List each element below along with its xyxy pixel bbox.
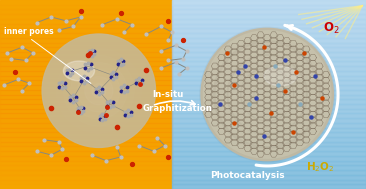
Bar: [172, 184, 366, 189]
Bar: [0, 180, 172, 184]
Bar: [172, 61, 366, 66]
Bar: [0, 43, 172, 47]
Bar: [172, 161, 366, 165]
Bar: [0, 165, 172, 170]
Text: Photocatalysis: Photocatalysis: [210, 171, 285, 180]
Bar: [172, 19, 366, 24]
Bar: [172, 66, 366, 71]
Bar: [0, 71, 172, 76]
Bar: [0, 19, 172, 24]
Bar: [0, 9, 172, 14]
Text: inner pores: inner pores: [4, 27, 54, 36]
Bar: [0, 57, 172, 61]
Bar: [0, 113, 172, 118]
Bar: [0, 99, 172, 104]
Ellipse shape: [63, 61, 94, 81]
Bar: [0, 94, 172, 99]
Ellipse shape: [264, 66, 297, 86]
Bar: [172, 99, 366, 104]
Bar: [0, 170, 172, 175]
Bar: [172, 94, 366, 99]
Bar: [0, 24, 172, 28]
Bar: [0, 175, 172, 180]
Text: In-situ: In-situ: [152, 90, 183, 99]
Bar: [172, 90, 366, 94]
Bar: [0, 47, 172, 52]
Bar: [172, 180, 366, 184]
Bar: [0, 90, 172, 94]
Bar: [0, 33, 172, 38]
Bar: [172, 113, 366, 118]
Bar: [0, 80, 172, 85]
Bar: [172, 104, 366, 109]
Bar: [0, 123, 172, 128]
Bar: [0, 85, 172, 90]
Bar: [0, 104, 172, 109]
Bar: [0, 128, 172, 132]
Bar: [172, 170, 366, 175]
Bar: [172, 14, 366, 19]
Bar: [172, 57, 366, 61]
Bar: [172, 118, 366, 123]
Bar: [172, 52, 366, 57]
Bar: [0, 151, 172, 156]
Text: Graphitization: Graphitization: [143, 104, 213, 113]
Bar: [172, 128, 366, 132]
Bar: [0, 52, 172, 57]
Bar: [0, 161, 172, 165]
Bar: [172, 137, 366, 142]
Bar: [172, 47, 366, 52]
Bar: [172, 109, 366, 113]
Bar: [0, 109, 172, 113]
Bar: [172, 123, 366, 128]
Bar: [172, 156, 366, 161]
Bar: [172, 80, 366, 85]
Bar: [0, 118, 172, 123]
Bar: [0, 142, 172, 146]
Bar: [172, 9, 366, 14]
Bar: [172, 85, 366, 90]
Bar: [0, 184, 172, 189]
Bar: [172, 146, 366, 151]
Bar: [0, 0, 172, 189]
Bar: [172, 132, 366, 137]
Bar: [172, 151, 366, 156]
Bar: [172, 33, 366, 38]
Bar: [172, 142, 366, 146]
Bar: [0, 0, 172, 5]
Bar: [0, 28, 172, 33]
Text: H$_2$O$_2$: H$_2$O$_2$: [306, 160, 334, 174]
Ellipse shape: [201, 28, 333, 161]
Bar: [0, 61, 172, 66]
Text: O$_2$: O$_2$: [323, 21, 339, 36]
Bar: [0, 132, 172, 137]
Bar: [0, 66, 172, 71]
Bar: [172, 0, 366, 5]
Ellipse shape: [42, 34, 156, 147]
Bar: [172, 38, 366, 43]
Bar: [0, 156, 172, 161]
Bar: [172, 28, 366, 33]
Bar: [172, 165, 366, 170]
Bar: [0, 5, 172, 9]
Bar: [172, 71, 366, 76]
Bar: [0, 38, 172, 43]
Bar: [0, 146, 172, 151]
Bar: [0, 14, 172, 19]
Bar: [172, 175, 366, 180]
Bar: [172, 24, 366, 28]
Bar: [172, 43, 366, 47]
Bar: [0, 137, 172, 142]
Bar: [0, 76, 172, 80]
Bar: [172, 76, 366, 80]
Bar: [172, 5, 366, 9]
